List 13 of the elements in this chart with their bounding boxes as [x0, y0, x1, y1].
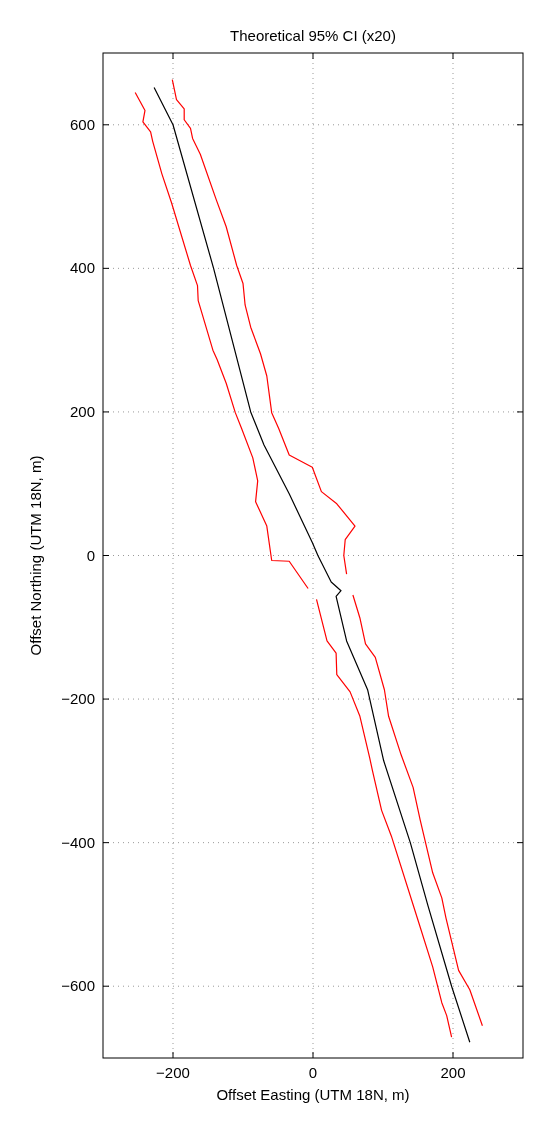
- chart-title: Theoretical 95% CI (x20): [230, 27, 396, 44]
- y-tick-label: −200: [61, 690, 95, 708]
- x-tick-label: −200: [156, 1064, 190, 1081]
- y-tick-label: 400: [69, 259, 95, 277]
- x-tick-label: 200: [440, 1064, 466, 1081]
- y-tick-label: −600: [61, 977, 95, 995]
- y-tick-label: −400: [61, 833, 95, 851]
- y-axis-title: Offset Northing (UTM 18N, m): [27, 455, 44, 656]
- y-tick-label: 200: [69, 402, 95, 420]
- x-tick-label: 0: [308, 1064, 318, 1081]
- y-tick-label: 0: [86, 546, 95, 564]
- x-axis-title: Offset Easting (UTM 18N, m): [216, 1086, 410, 1103]
- y-tick-label: 600: [69, 115, 95, 133]
